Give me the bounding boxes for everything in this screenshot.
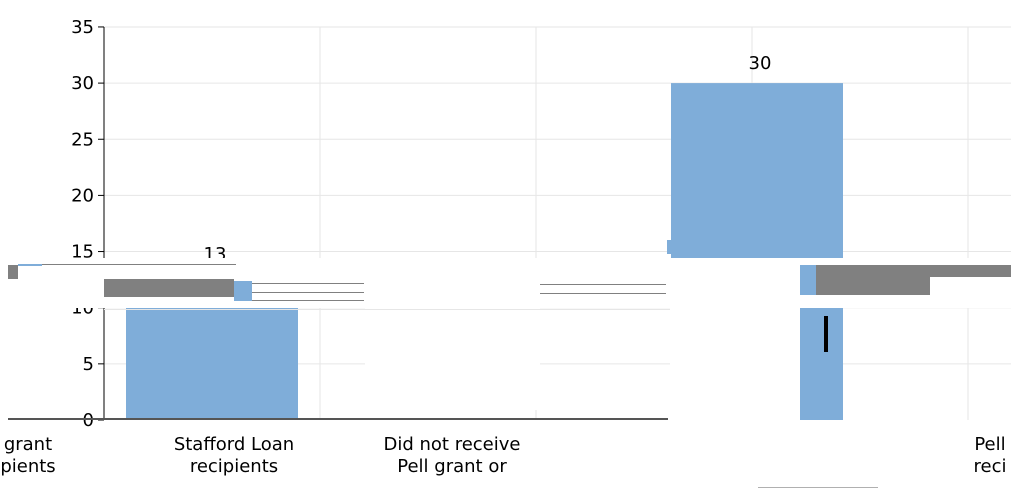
data-label: 30: [749, 53, 772, 74]
category-label-line: reci: [974, 456, 1007, 477]
glitch-fragment: [816, 265, 1011, 277]
y-tick-label: 15: [71, 242, 94, 263]
bar-fragment: [667, 240, 839, 254]
tear-block: [670, 300, 800, 430]
category-label-line: Pell: [974, 434, 1005, 455]
glitch-fragment: [816, 277, 930, 295]
glitch-line: [540, 284, 666, 285]
glitch-fragment: [104, 279, 234, 297]
category-label-line: pients: [0, 456, 55, 477]
glitch-line: [234, 283, 364, 284]
glitch-fragment: [234, 281, 252, 301]
glitch-line: [234, 300, 364, 301]
glitch-axis: [8, 418, 668, 420]
glitch-fragment: [8, 265, 18, 279]
axes: [98, 26, 105, 421]
glitch-line: [540, 293, 666, 294]
category-label-line: Did not receive: [384, 434, 521, 455]
tear-block: [365, 300, 540, 410]
category-label-line: Pell grant or: [397, 456, 507, 477]
y-tick-label: 5: [83, 354, 94, 375]
y-tick-label: 35: [71, 17, 94, 38]
glitch-fragment: [800, 265, 816, 295]
y-tick-label: 25: [71, 129, 94, 150]
category-label-line: Stafford Loan: [174, 434, 294, 455]
y-tick-label: 0: [83, 410, 94, 431]
glitch-line: [234, 292, 364, 293]
y-tick-label: 30: [71, 73, 94, 94]
glitch-fragment: [824, 316, 828, 352]
glitch-line: [758, 487, 878, 488]
category-label-line: grant: [4, 434, 52, 455]
glitch-fragment: [18, 264, 42, 266]
category-label-line: recipients: [190, 456, 278, 477]
y-tick-label: 20: [71, 185, 94, 206]
glitch-line: [18, 264, 236, 265]
glitch-line: [104, 309, 670, 310]
